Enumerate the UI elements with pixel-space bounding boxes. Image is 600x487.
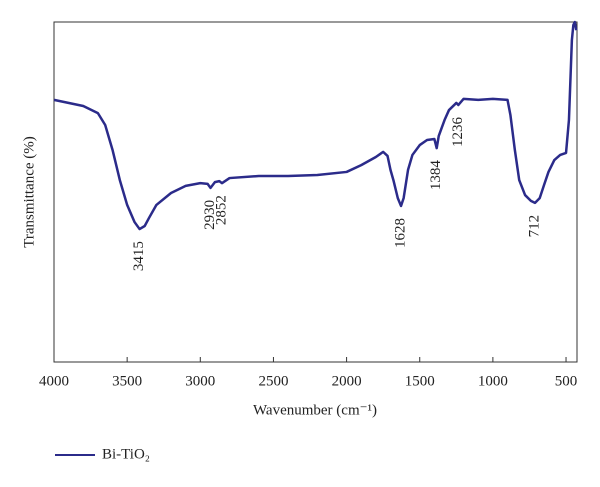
x-tick-label: 1000 <box>478 373 508 389</box>
peak-label: 2852 <box>213 195 229 225</box>
x-tick-label: 4000 <box>39 373 69 389</box>
x-tick-label: 1500 <box>405 373 435 389</box>
x-tick-label: 500 <box>555 373 578 389</box>
spectrum-line <box>53 20 578 231</box>
x-tick-label: 3500 <box>112 373 142 389</box>
peak-label: 3415 <box>131 241 147 271</box>
peak-label: 1628 <box>392 218 408 248</box>
peak-label: 2930 <box>202 200 218 230</box>
peak-label: 1236 <box>450 116 466 146</box>
x-axis-label: Wavenumber (cm⁻¹) <box>253 402 377 418</box>
peak-label: 1384 <box>428 160 444 191</box>
peak-label: 712 <box>526 215 542 238</box>
y-axis-label: Transmittance (%) <box>21 136 37 248</box>
x-tick-label: 3000 <box>185 373 215 389</box>
plot-frame <box>53 21 578 363</box>
legend-label: Bi-TiO₂ <box>102 446 150 462</box>
x-tick-label: 2000 <box>332 373 362 389</box>
x-tick-label: 2500 <box>258 373 288 389</box>
